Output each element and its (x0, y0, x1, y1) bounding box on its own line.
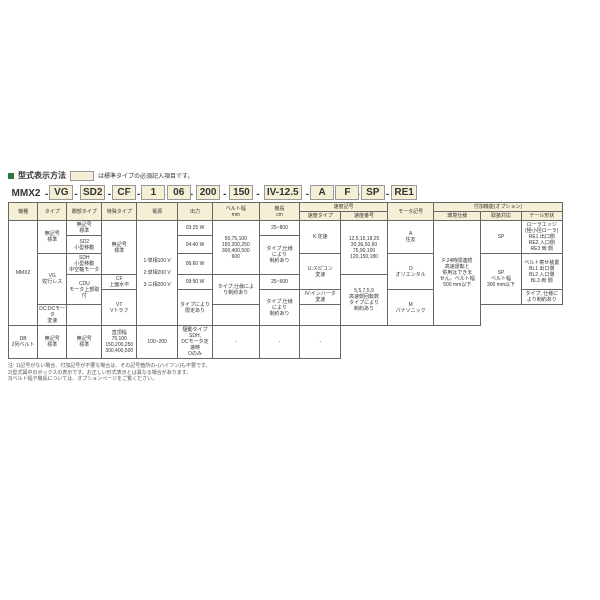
notes: 注: 1)記号がない場合、付加記号が不要な場合は、その記号箇所のｰ(ハイフン)も… (8, 363, 592, 383)
cell-len-e: 100~200 (137, 326, 178, 359)
cell-type-db: DB2列ベルト (9, 326, 38, 359)
cell-power: 1:単相100 V2:単相200 V3:三相200 V (137, 221, 178, 326)
cell-len-d: タイプ,仕様により制約あり (259, 290, 300, 326)
th-width: ベルト幅mm (212, 203, 259, 221)
cell-out06: 06:60 W (178, 254, 213, 275)
th-option: 付加機能(オプション) (434, 203, 562, 212)
cell-motor-a: A住友 (387, 221, 434, 254)
cell-spd-iv: IV:インバータ変速 (300, 290, 341, 305)
th-output: 出力 (178, 203, 213, 221)
cell-width2: タイプ,仕様により制約あり (212, 275, 259, 305)
cell-spdnum2: 5,5,7,5,9高速側回転数タイプにより制約あり (341, 275, 388, 326)
cell-len-b: タイプ,仕様により制約あり (259, 236, 300, 275)
cell-type-vg: VG蛇行レス (38, 254, 67, 305)
cell-motor-m: Mパナソニック (387, 290, 434, 326)
th-power: 電源 (137, 203, 178, 221)
title-text: 型式表示方法 (18, 170, 66, 181)
model-seg: SP (361, 185, 385, 200)
th-length: 機長cm (259, 203, 300, 221)
cell-motor-o: Oオリエンタル (387, 254, 434, 290)
th-motor: モータ記号 (387, 203, 434, 221)
cell-leg-cdu: CDUモータ上部取付 (67, 275, 102, 305)
model-seg: 1 (141, 185, 161, 200)
model-seg: 200 (194, 185, 222, 200)
model-dash: - (45, 189, 48, 200)
model-seg: CF (112, 185, 136, 200)
cell-tail2: ベルト寄せ装置BL1 出口側BL2 入口側BL3 両 側 (521, 254, 562, 290)
model-seg: RE1 (390, 185, 418, 200)
spec-table: 機種 タイプ 脚部タイプ 特殊タイプ 電源 出力 ベルト幅mm 機長cm 速度記… (8, 202, 592, 359)
subtitle: は標準タイプの必須記入項目です。 (98, 171, 193, 180)
model-seg: 150 (227, 185, 255, 200)
th-speed-num: 速度番号 (341, 212, 388, 221)
cell-leg-dash: 無記号標準 (38, 326, 67, 359)
cell-out09: 09:90 W (178, 275, 213, 290)
cell-sp-vt: VTVトラフ (102, 290, 137, 326)
cell-width3: 直頂幅75,100150,200,250300,400,500 (102, 326, 137, 359)
th-special: 特殊タイプ (102, 203, 137, 221)
title-square-icon (8, 173, 14, 179)
cell-mmx2: MMX2 (9, 221, 38, 326)
model-dash: - (74, 189, 77, 200)
cell-motor-note: 駆動タイプSDH,DCモータ定速時Oのみ (178, 326, 213, 359)
cell-width1: 50,75,100150,200,250300,400,500600 (212, 221, 259, 275)
cell-leg-sd2: SD2小型移動 (67, 236, 102, 254)
model-dash: - (386, 189, 389, 200)
cell-env-dash: - (212, 326, 259, 359)
th-env: 環境仕様 (434, 212, 481, 221)
model-dash: - (256, 189, 259, 200)
th-speed: 速度記号 (300, 203, 387, 212)
cell-sp-dash: 無記号標準 (67, 326, 102, 359)
model-seg: VG (49, 185, 73, 200)
model-seg: F (335, 185, 355, 200)
cell-type-std: 無記号標準 (38, 221, 67, 254)
th-leg: 脚部タイプ (67, 203, 102, 221)
cream-swatch (70, 171, 94, 181)
th-speed-type: 速度タイプ (300, 212, 341, 221)
cell-leg-sdh: SDH小型移動中空軸モータ (67, 254, 102, 275)
model-dash: - (137, 189, 140, 200)
cell-sp-cf: CF上面水平 (102, 275, 137, 290)
section-title: 型式表示方法 は標準タイプの必須記入項目です。 (8, 170, 592, 181)
cell-spd-u: U:スピコン変速 (300, 254, 341, 290)
cell-sp: SP (481, 221, 522, 254)
cell-len-c: 25~600 (259, 275, 300, 290)
model-dash: - (108, 189, 111, 200)
cell-sp-std: 無記号標準 (102, 221, 137, 275)
cell-len-a: 25~800 (259, 221, 300, 236)
cell-leg-std: 無記号標準 (67, 221, 102, 236)
cell-tail1: ローラエッジ(極小径ローラ)RE1 出口側RE2 入口側RE3 両 側 (521, 221, 562, 254)
th-machine: 機種 (9, 203, 38, 221)
model-seg: IV-12.5 (261, 185, 305, 200)
model-code-row: MMX2-VG-SD2-CF-1-06-200-150-IV-12.5-A-F-… (8, 185, 592, 200)
model-seg: A (310, 185, 330, 200)
cell-out04: 04:40 W (178, 236, 213, 254)
cell-spd-k: K:定速 (300, 221, 341, 254)
model-dash: - (223, 189, 226, 200)
cell-env: F:24時間連続高速運転と併用はできません。ベルト幅500 mm以下 (434, 221, 481, 326)
cell-sp2: SPベルト幅300 mm以下 (481, 254, 522, 305)
th-type: タイプ (38, 203, 67, 221)
cell-spdnum1: 12.5,15,18,2530,36,50,6075,90,100120,150… (341, 221, 388, 275)
th-handle: 取扱対応 (481, 212, 522, 221)
model-seg: 06 (167, 185, 189, 200)
model-seg: MMX2 (8, 187, 44, 200)
cell-tail3: タイプ, 仕様により制約あり (521, 290, 562, 305)
cell-out03: 03:25 W (178, 221, 213, 236)
cell-handle-dash: - (259, 326, 300, 359)
model-dash: - (306, 189, 309, 200)
cell-tail-dash: - (300, 326, 341, 359)
cell-spd-dc: DC:DCモータ変速 (38, 305, 67, 326)
th-tail: テール形状 (521, 212, 562, 221)
cell-out-note: タイプにより限定あり (178, 290, 213, 326)
model-seg: SD2 (79, 185, 107, 200)
